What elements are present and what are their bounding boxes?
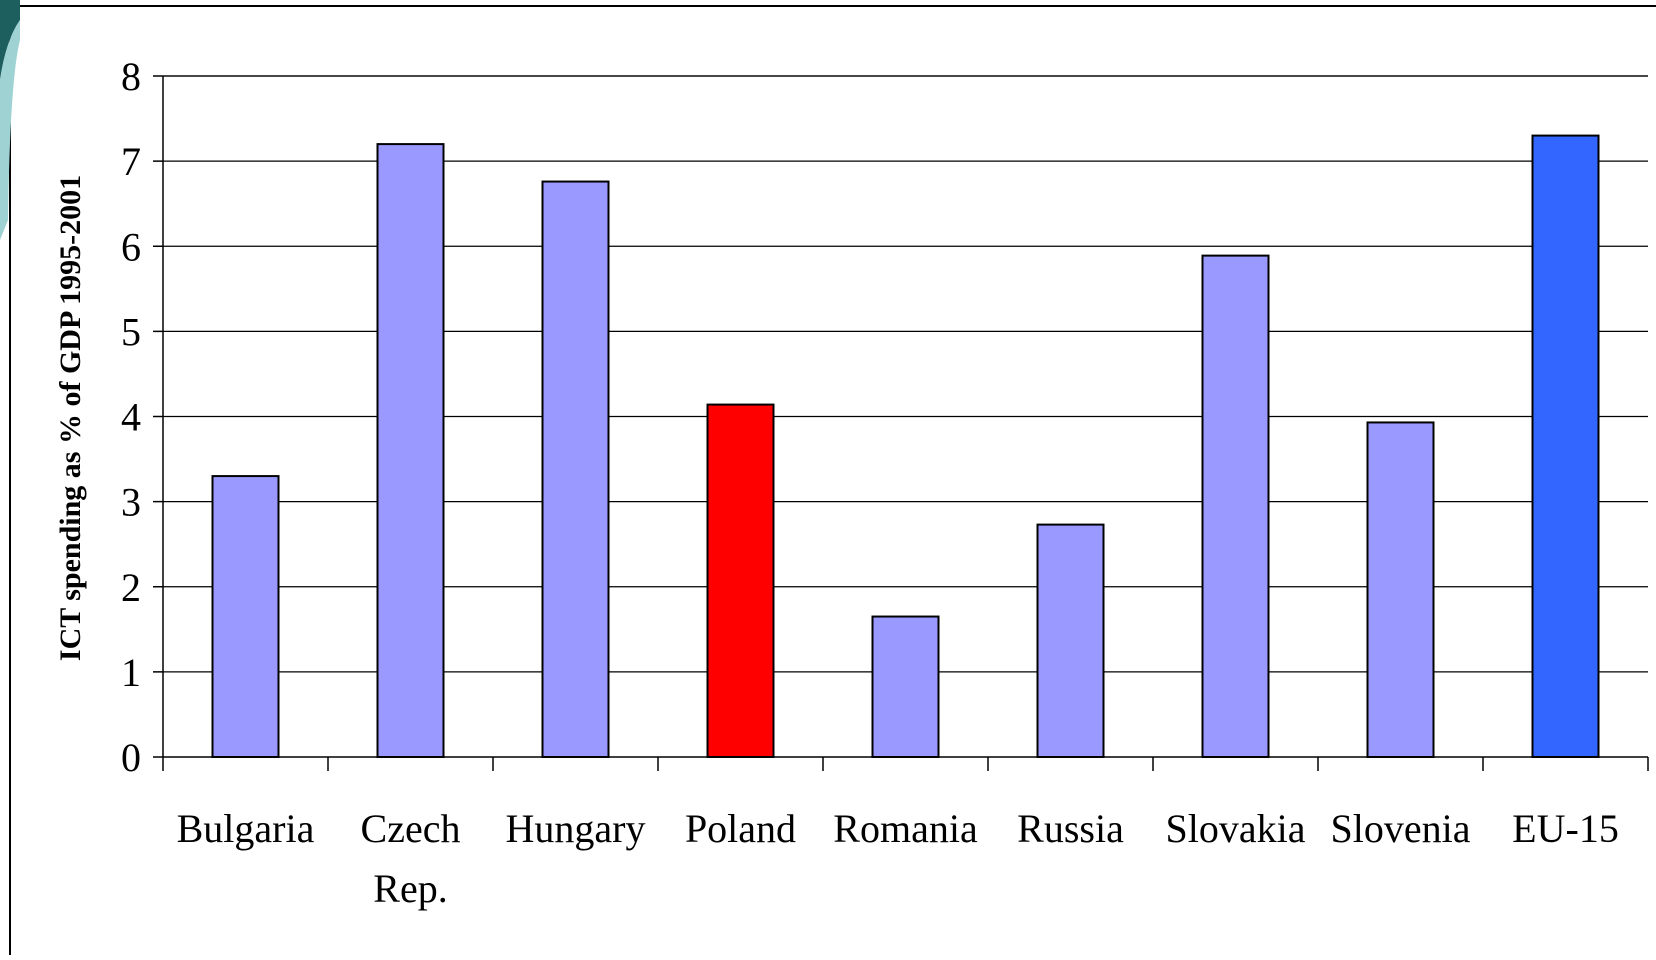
bar-slovenia [1366, 421, 1435, 758]
bar-russia [1036, 523, 1105, 759]
bar-romania [871, 615, 940, 759]
y-tick-label: 2 [121, 565, 141, 610]
y-tick-label: 4 [121, 395, 141, 440]
x-category-label: Poland [685, 806, 796, 851]
x-category-label: Bulgaria [177, 806, 315, 851]
x-category-label: Hungary [506, 806, 646, 851]
x-category-label-line2: Rep. [373, 866, 447, 911]
x-category-label: Czech [361, 806, 461, 851]
x-tick-labels: Bulgaria Czech Rep. Hungary Poland Romania Rus… [177, 806, 1619, 911]
y-axis-label: ICT spending as % of GDP 1995-2001 [54, 175, 87, 661]
y-tick-labels: 0 1 2 3 4 5 6 7 8 [121, 54, 141, 780]
bar-slovakia [1201, 254, 1270, 759]
x-category-label: Slovakia [1166, 806, 1306, 851]
bar-eu-15 [1531, 134, 1600, 758]
x-category-label: EU-15 [1512, 806, 1619, 851]
y-tick-label: 5 [121, 309, 141, 354]
slide-corner-decoration [0, 0, 20, 80]
x-category-label: Romania [833, 806, 978, 851]
bar-poland [706, 403, 775, 758]
y-tick-label: 8 [121, 54, 141, 99]
y-tick-label: 6 [121, 224, 141, 269]
bar-hungary [541, 180, 610, 758]
y-tick-label: 3 [121, 480, 141, 525]
y-tick-label: 7 [121, 139, 141, 184]
bars [211, 134, 1600, 759]
y-tick-label: 0 [121, 735, 141, 780]
x-category-label: Slovenia [1331, 806, 1471, 851]
y-tick-label: 1 [121, 650, 141, 695]
slide-arc-decoration [0, 20, 20, 240]
x-category-label: Russia [1017, 806, 1124, 851]
axes [153, 75, 1649, 771]
bar-czech [376, 143, 445, 759]
bar-bulgaria [211, 475, 280, 758]
